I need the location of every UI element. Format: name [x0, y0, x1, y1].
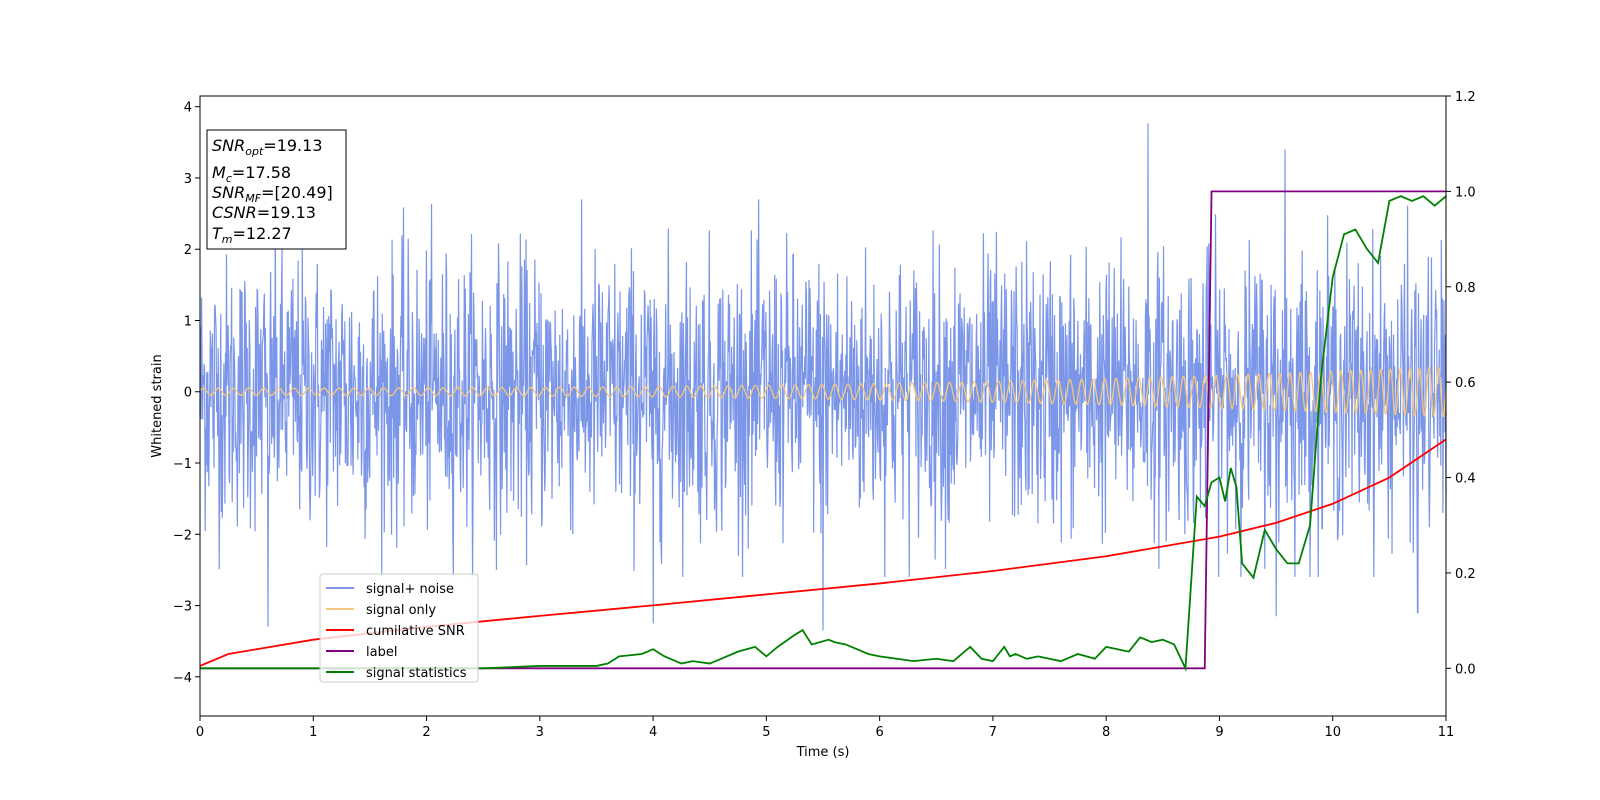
x-tick-label: 10: [1324, 725, 1341, 740]
legend-label: label: [366, 645, 397, 660]
legend-frame: [319, 573, 479, 683]
info-snr-opt: SNRopt=19.13: [212, 136, 323, 158]
x-tick-label: 9: [1215, 725, 1223, 740]
info-mc-value: =17.58: [232, 163, 291, 182]
legend-label: signal only: [366, 603, 436, 618]
plot-frame: [199, 95, 1447, 717]
info-snr-opt-symbol: SNR: [212, 136, 245, 155]
y-left-tick-label: 2: [184, 243, 192, 258]
x-tick-label: 11: [1438, 725, 1455, 740]
y-right-tick-label: 0.6: [1455, 376, 1476, 391]
info-mc-subscript: c: [226, 172, 232, 185]
y-left-tick-label: −2: [173, 528, 192, 543]
info-snr-opt-value: =19.13: [263, 136, 322, 155]
y-right-tick-label: 0.8: [1455, 281, 1476, 296]
series-cumilative-snr: [199, 438, 1447, 667]
info-tm: Tm=12.27: [212, 224, 292, 246]
series-signal-statistics: [200, 195, 1447, 672]
x-tick-label: 7: [989, 725, 997, 740]
y-axis-right: 0.0 0.2 0.4 0.6 0.8 1.0 1.2: [1446, 90, 1476, 677]
series-label: [200, 190, 1446, 670]
y-left-tick-label: −4: [173, 671, 192, 686]
info-snr-opt-subscript: opt: [245, 145, 264, 158]
info-snr-mf-symbol: SNR: [212, 183, 245, 202]
x-tick-label: 3: [536, 725, 544, 740]
y-axis-label: Whitened strain: [150, 354, 165, 457]
info-snr-mf-subscript: MF: [245, 192, 261, 205]
plot-area: [199, 123, 1447, 672]
y-right-tick-label: 0.4: [1455, 472, 1476, 487]
y-left-tick-label: 3: [184, 172, 192, 187]
y-left-tick-label: 0: [184, 386, 192, 401]
info-snr-mf-value: =[20.49]: [261, 183, 333, 202]
info-snr-mf: SNRMF=[20.49]: [212, 183, 333, 205]
legend-label: signal statistics: [366, 666, 467, 681]
legend-label: signal+ noise: [366, 582, 454, 597]
y-axis-left: −4 −3 −2 −1 0 1 2 3 4: [173, 101, 200, 686]
x-axis-label: Time (s): [796, 745, 850, 760]
y-left-tick-label: −3: [173, 600, 192, 615]
y-left-tick-label: 1: [184, 314, 192, 329]
x-tick-label: 6: [875, 725, 883, 740]
info-tm-subscript: m: [222, 233, 233, 246]
y-right-tick-label: 1.0: [1455, 185, 1476, 200]
x-tick-label: 2: [422, 725, 430, 740]
info-mc-symbol: M: [212, 163, 226, 182]
y-left-tick-label: 4: [184, 101, 192, 116]
x-tick-label: 8: [1102, 725, 1110, 740]
info-box-frame: [206, 129, 347, 250]
info-csnr-symbol: CSNR: [212, 203, 257, 222]
series-signal-noise: [199, 123, 1447, 631]
info-mc: Mc=17.58: [212, 163, 291, 185]
info-tm-symbol: T: [212, 224, 223, 243]
y-right-tick-label: 1.2: [1455, 90, 1476, 105]
info-box: SNRopt=19.13 Mc=17.58 SNRMF=[20.49] CSNR…: [206, 129, 347, 250]
x-tick-label: 5: [762, 725, 770, 740]
y-left-tick-label: −1: [173, 457, 192, 472]
legend-label: cumilative SNR: [366, 624, 465, 639]
series-signal-only: [199, 365, 1447, 418]
info-csnr-value: =19.13: [257, 203, 316, 222]
x-axis: 0 1 2 3 4 5 6 7 8 9 10 11: [196, 716, 1454, 740]
legend: signal+ noise signal only cumilative SNR la…: [319, 573, 479, 683]
x-tick-label: 0: [196, 725, 204, 740]
y-right-tick-label: 0.2: [1455, 567, 1476, 582]
x-tick-label: 4: [649, 725, 657, 740]
info-csnr: CSNR=19.13: [212, 203, 316, 222]
x-tick-label: 1: [309, 725, 317, 740]
info-tm-value: =12.27: [233, 224, 292, 243]
y-right-tick-label: 0.0: [1455, 662, 1476, 677]
